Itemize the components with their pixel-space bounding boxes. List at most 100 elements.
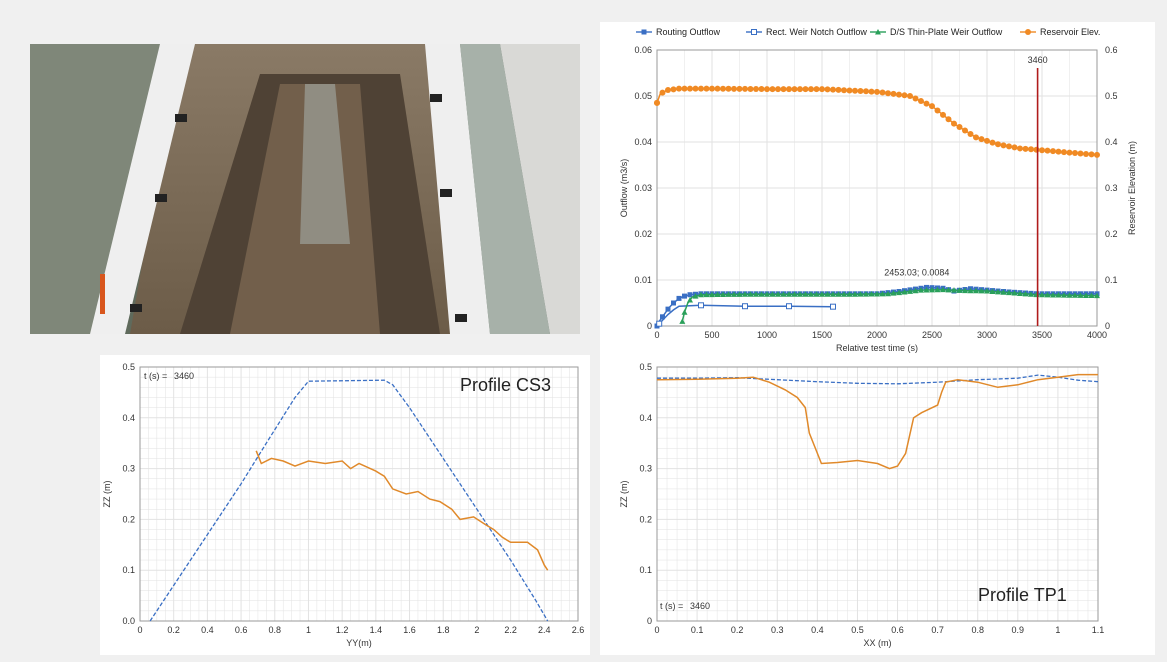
profile-initial-line <box>149 379 549 622</box>
data-point <box>929 286 935 293</box>
data-point <box>945 286 952 293</box>
data-point <box>896 289 902 296</box>
x-tick-label: 0.5 <box>851 625 864 635</box>
data-point <box>967 287 974 294</box>
data-point <box>907 288 913 294</box>
y-tick-label: 0.3 <box>639 464 652 474</box>
data-point <box>1083 150 1089 157</box>
data-point <box>918 287 924 293</box>
data-point <box>1044 147 1051 154</box>
x-tick-label: 1500 <box>812 330 832 340</box>
data-point <box>1039 147 1045 154</box>
data-point <box>1061 292 1067 298</box>
time-value: 3460 <box>174 371 194 381</box>
data-point <box>989 139 996 146</box>
data-point <box>841 291 847 297</box>
y2-tick-label: 0.3 <box>1105 183 1118 193</box>
data-point <box>742 303 748 310</box>
data-point <box>929 103 935 110</box>
data-point <box>830 86 836 93</box>
data-point <box>1011 144 1018 151</box>
time-marker-label: 3460 <box>1028 55 1048 65</box>
data-point <box>808 86 814 93</box>
data-point <box>835 291 842 297</box>
data-point <box>665 306 671 312</box>
data-point <box>940 111 946 118</box>
data-point <box>780 291 787 297</box>
data-point <box>1017 145 1023 152</box>
data-point <box>1028 146 1034 153</box>
data-point <box>797 291 803 297</box>
y2-tick-label: 0.2 <box>1105 229 1118 239</box>
x-tick-label: 2000 <box>867 330 887 340</box>
y-tick-label: 0.3 <box>122 464 135 474</box>
x-tick-label: 0.4 <box>811 625 824 635</box>
x-tick-label: 0.6 <box>891 625 904 635</box>
y-tick-label: 0.4 <box>639 413 652 423</box>
experiment-photo <box>30 44 580 334</box>
data-point <box>940 286 946 293</box>
data-point <box>758 291 765 297</box>
data-point <box>736 85 743 92</box>
data-point <box>852 87 858 94</box>
data-point <box>912 287 919 294</box>
legend-entry: Routing Outflow <box>656 27 721 37</box>
legend-entry: D/S Thin-Plate Weir Outflow <box>890 27 1003 37</box>
data-point <box>857 88 864 95</box>
legend-swatch-marker <box>641 29 647 35</box>
x-axis-label: Relative test time (s) <box>836 343 918 353</box>
data-point <box>1050 291 1056 298</box>
x-tick-label: 1.1 <box>1092 625 1105 635</box>
x-tick-label: 3000 <box>977 330 997 340</box>
data-point <box>679 318 686 324</box>
data-point <box>962 287 968 294</box>
data-point <box>780 86 787 93</box>
y-axis-label: Outflow (m3/s) <box>619 159 629 218</box>
data-point <box>709 291 715 298</box>
y-tick-label: 0.06 <box>634 45 652 55</box>
data-point <box>659 89 666 96</box>
y-tick-label: 0.03 <box>634 183 652 193</box>
x-tick-label: 1.4 <box>370 625 383 635</box>
data-point <box>676 85 682 92</box>
profile-current-line <box>255 450 549 571</box>
x-tick-label: 3500 <box>1032 330 1052 340</box>
data-point <box>1077 150 1084 157</box>
y-tick-label: 0.02 <box>634 229 652 239</box>
data-point <box>1066 292 1073 298</box>
data-point <box>791 291 798 297</box>
data-point <box>698 291 704 298</box>
x-tick-label: 0.2 <box>167 625 180 635</box>
data-point <box>703 85 710 92</box>
data-point <box>681 85 688 92</box>
data-point <box>742 291 748 297</box>
data-point <box>857 291 864 297</box>
data-point <box>753 86 759 93</box>
data-point <box>687 85 693 92</box>
data-point <box>747 85 754 92</box>
data-point <box>885 90 891 97</box>
data-point <box>995 288 1001 295</box>
data-point <box>731 291 737 297</box>
data-point <box>769 86 776 93</box>
data-point <box>720 291 726 297</box>
data-point <box>835 86 842 93</box>
x-tick-label: 0 <box>654 625 659 635</box>
x-tick-label: 1.8 <box>437 625 450 635</box>
x-tick-label: 0.9 <box>1012 625 1025 635</box>
y-tick-label: 0.2 <box>122 514 135 524</box>
data-point <box>989 288 996 294</box>
data-point <box>907 93 913 99</box>
time-label: t (s) = <box>660 601 683 611</box>
data-point <box>830 291 836 297</box>
data-point <box>660 314 665 320</box>
data-point <box>956 124 963 131</box>
x-tick-label: 0 <box>137 625 142 635</box>
data-point <box>819 291 825 297</box>
profile-tp1-panel: 0 0.1 0.2 0.3 0.4 0.5 0.6 0.7 0.8 0.9 1 1.1 0 0.1 0.2 0… <box>600 355 1155 655</box>
data-point <box>901 92 908 99</box>
data-point <box>1072 292 1078 298</box>
data-point <box>874 290 880 297</box>
legend-entry: Rect. Weir Notch Outflow <box>766 27 867 37</box>
data-point <box>868 88 875 95</box>
